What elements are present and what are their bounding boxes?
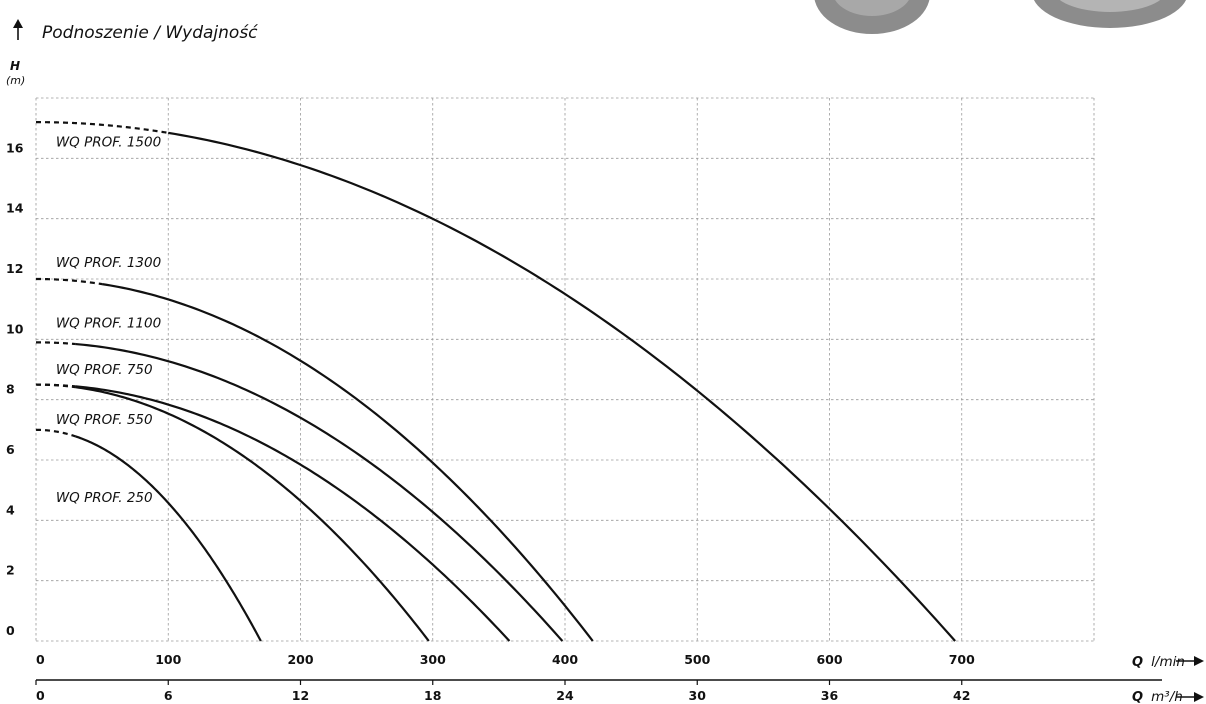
curve-dashed-segment — [36, 277, 103, 286]
y-tick-label: 6 — [6, 442, 15, 457]
x-tick-label: 300 — [420, 652, 446, 667]
y-tick-label: 10 — [6, 321, 24, 336]
x-axis-var: Q — [1132, 655, 1143, 670]
x2-tick-labels: 0 6 12 18 24 30 36 42 — [35, 680, 970, 703]
grid — [35, 97, 1095, 642]
curve-line — [75, 385, 511, 642]
y-tick-label: 2 — [6, 563, 15, 578]
series-labels: WQ PROF. 250 WQ PROF. 550 WQ PROF. 750 WQ P… — [56, 134, 161, 506]
up-arrow-icon — [13, 19, 23, 40]
chart-title: Podnoszenie / Wydajność — [42, 23, 258, 43]
x2-tick-label: 6 — [164, 688, 173, 703]
x-tick-label: 100 — [155, 652, 181, 667]
series-label: WQ PROF. 750 — [56, 362, 153, 378]
y-axis-unit: (m) — [6, 74, 25, 87]
x2-tick-label: 24 — [556, 688, 574, 703]
x2-tick-label: 36 — [821, 688, 839, 703]
chart-title-group: Podnoszenie / Wydajność — [13, 19, 258, 43]
curve-dashed-segment — [36, 341, 76, 346]
x2-axis-var: Q — [1132, 690, 1143, 704]
x2-tick-label: 18 — [424, 688, 441, 703]
series-label: WQ PROF. 1500 — [56, 134, 161, 150]
y-tick-label: 16 — [6, 140, 24, 155]
curve-line — [101, 283, 594, 642]
series-label: WQ PROF. 550 — [56, 412, 153, 428]
right-arrow-icon — [1176, 692, 1204, 702]
x2-axis-name: Q m³/h — [1132, 686, 1204, 704]
x-tick-label: 700 — [949, 652, 975, 667]
curve-line — [75, 386, 430, 642]
x-tick-labels: 0 100 200 300 400 500 600 700 — [36, 652, 975, 667]
x-tick-label: 500 — [684, 652, 710, 667]
curves — [36, 121, 956, 642]
x2-tick-label: 42 — [953, 688, 970, 703]
x2-tick-label: 30 — [689, 688, 707, 703]
series-label: WQ PROF. 250 — [56, 490, 153, 506]
x-tick-label: 400 — [552, 652, 578, 667]
y-tick-label: 8 — [6, 382, 15, 397]
y-tick-labels: 0 2 4 6 8 10 12 14 16 — [6, 140, 24, 638]
y-tick-label: 12 — [6, 261, 23, 276]
curve-line — [168, 131, 956, 642]
x-tick-label: 0 — [36, 652, 45, 667]
curve-dashed-segment — [36, 383, 76, 388]
curve-dashed-segment — [36, 121, 169, 134]
x-tick-label: 200 — [287, 652, 313, 667]
x2-axis-unit: m³/h — [1151, 689, 1183, 704]
series-label: WQ PROF. 1300 — [56, 255, 161, 271]
y-tick-label: 4 — [6, 502, 15, 517]
svg-text:Q m³/h: Q m³/h — [1132, 686, 1183, 704]
x-axis-unit: l/min — [1151, 654, 1185, 670]
y-tick-label: 0 — [6, 623, 15, 638]
y-tick-label: 14 — [6, 201, 24, 216]
curve-line — [75, 342, 564, 642]
series-label: WQ PROF. 1100 — [56, 315, 161, 331]
curve-dashed-segment — [36, 428, 77, 438]
y-axis-label: H — [10, 59, 20, 73]
x-tick-label: 600 — [816, 652, 842, 667]
product-photo — [814, 0, 1187, 34]
right-arrow-icon — [1176, 656, 1204, 666]
x-axis-name: Q l/min — [1132, 651, 1204, 670]
x2-tick-label: 12 — [292, 688, 309, 703]
curve-line — [75, 435, 262, 642]
svg-text:Q l/min: Q l/min — [1132, 651, 1185, 670]
x2-tick-label: 0 — [36, 688, 45, 703]
